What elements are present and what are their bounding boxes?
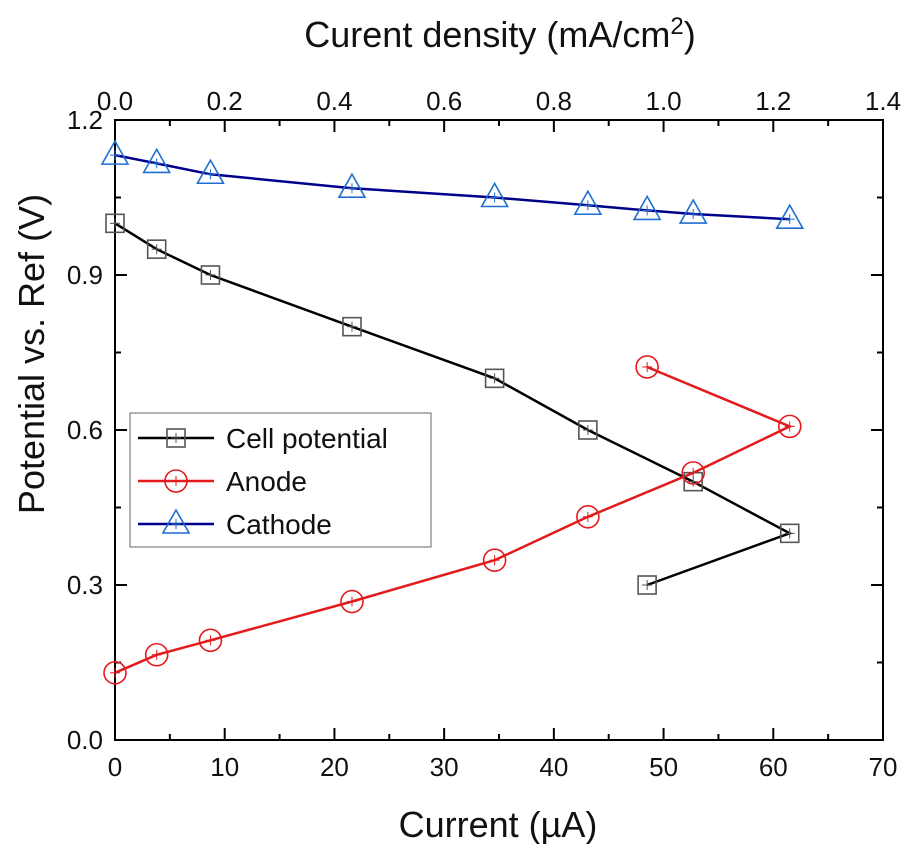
data-point-1-6: [681, 461, 705, 485]
marker-shape: [198, 628, 223, 653]
marker-shape: [196, 158, 225, 185]
marker-shape: [342, 316, 362, 337]
marker-shape: [576, 504, 600, 529]
data-point-0-1: [146, 239, 167, 259]
data-point-1-0: [103, 661, 127, 685]
data-point-0-2: [200, 265, 221, 285]
top-axis-title-superscript: 2: [670, 13, 683, 40]
data-point-1-8: [635, 355, 659, 379]
marker-shape: [161, 508, 191, 534]
legend: Cell potential Anode Cathode: [129, 412, 432, 548]
marker-shape: [482, 548, 507, 573]
data-point-2-5: [573, 189, 603, 216]
y-axis-title: Potential vs. Ref (V): [11, 194, 52, 514]
top-tick-label: 0.2: [207, 86, 243, 116]
marker-shape: [144, 642, 169, 667]
marker-shape: [340, 589, 364, 614]
top-axis-title-main: Curent density (mA/cm: [304, 14, 670, 55]
marker-shape: [777, 414, 802, 439]
top-axis-title-end: ): [684, 14, 696, 55]
marker-shape: [166, 428, 186, 448]
marker-shape: [678, 198, 708, 224]
data-point-2-3: [337, 172, 367, 198]
plot-area: 0 10 20 30 40 50 60 70 0.0 0.2 0.4 0.6 0.8 1.0 1.2 1.4 0…: [67, 86, 901, 782]
marker-shape: [635, 355, 659, 379]
legend-marker-2: [161, 508, 191, 534]
legend-label-1: Anode: [226, 466, 307, 497]
x-tick-label: 70: [869, 752, 898, 782]
data-point-2-1: [142, 147, 172, 174]
x-tick-label: 30: [430, 752, 459, 782]
marker-shape: [632, 194, 662, 221]
marker-shape: [146, 239, 167, 259]
x-tick-label: 0: [108, 752, 122, 782]
x-axis-title: Current (µA): [399, 804, 598, 844]
data-point-1-3: [340, 589, 364, 614]
top-tick-label: 1.4: [865, 86, 901, 116]
y-tick-label: 0.9: [67, 260, 103, 290]
data-point-1-4: [482, 548, 507, 573]
x-tick-label: 60: [759, 752, 788, 782]
marker-shape: [637, 575, 657, 595]
data-point-1-2: [198, 628, 223, 653]
legend-label-0: Cell potential: [226, 423, 388, 454]
top-tick-label: 0.0: [97, 86, 133, 116]
marker-shape: [164, 469, 188, 493]
data-point-2-6: [632, 194, 662, 221]
top-axis-title: Curent density (mA/cm2): [304, 13, 695, 55]
legend-marker-1: [164, 469, 188, 493]
data-point-1-1: [144, 642, 169, 667]
data-point-0-5: [578, 420, 598, 440]
data-point-2-4: [480, 181, 509, 208]
legend-label-2: Cathode: [226, 509, 332, 540]
data-point-0-0: [105, 213, 125, 234]
marker-shape: [200, 265, 221, 285]
marker-shape: [480, 181, 509, 208]
x-tick-label: 10: [210, 752, 239, 782]
top-tick-label: 1.0: [645, 86, 681, 116]
legend-marker-0: [166, 428, 186, 448]
data-point-2-2: [196, 158, 225, 185]
marker-shape: [103, 661, 127, 685]
marker-shape: [573, 189, 603, 216]
marker-shape: [337, 172, 367, 198]
data-point-0-8: [637, 575, 657, 595]
data-point-0-3: [342, 316, 362, 337]
y-tick-label: 1.2: [67, 105, 103, 135]
x-tick-label: 40: [539, 752, 568, 782]
data-point-1-5: [576, 504, 600, 529]
y-tick-label: 0.0: [67, 725, 103, 755]
marker-shape: [779, 523, 800, 544]
marker-shape: [142, 147, 172, 174]
top-tick-label: 0.8: [536, 86, 572, 116]
data-point-0-4: [484, 368, 505, 389]
x-tick-label: 20: [320, 752, 349, 782]
data-point-2-8: [775, 203, 805, 229]
data-point-2-7: [678, 198, 708, 224]
top-tick-label: 0.4: [316, 86, 352, 116]
marker-shape: [775, 203, 805, 229]
marker-shape: [105, 213, 125, 234]
marker-shape: [681, 461, 705, 485]
y-tick-label: 0.3: [67, 570, 103, 600]
top-tick-label: 0.6: [426, 86, 462, 116]
y-tick-label: 0.6: [67, 415, 103, 445]
top-tick-label: 1.2: [755, 86, 791, 116]
data-point-0-7: [779, 523, 800, 544]
marker-shape: [578, 420, 598, 440]
x-tick-label: 50: [649, 752, 678, 782]
marker-shape: [100, 139, 130, 165]
data-point-1-7: [777, 414, 802, 439]
data-point-2-0: [100, 139, 130, 165]
marker-shape: [484, 368, 505, 389]
